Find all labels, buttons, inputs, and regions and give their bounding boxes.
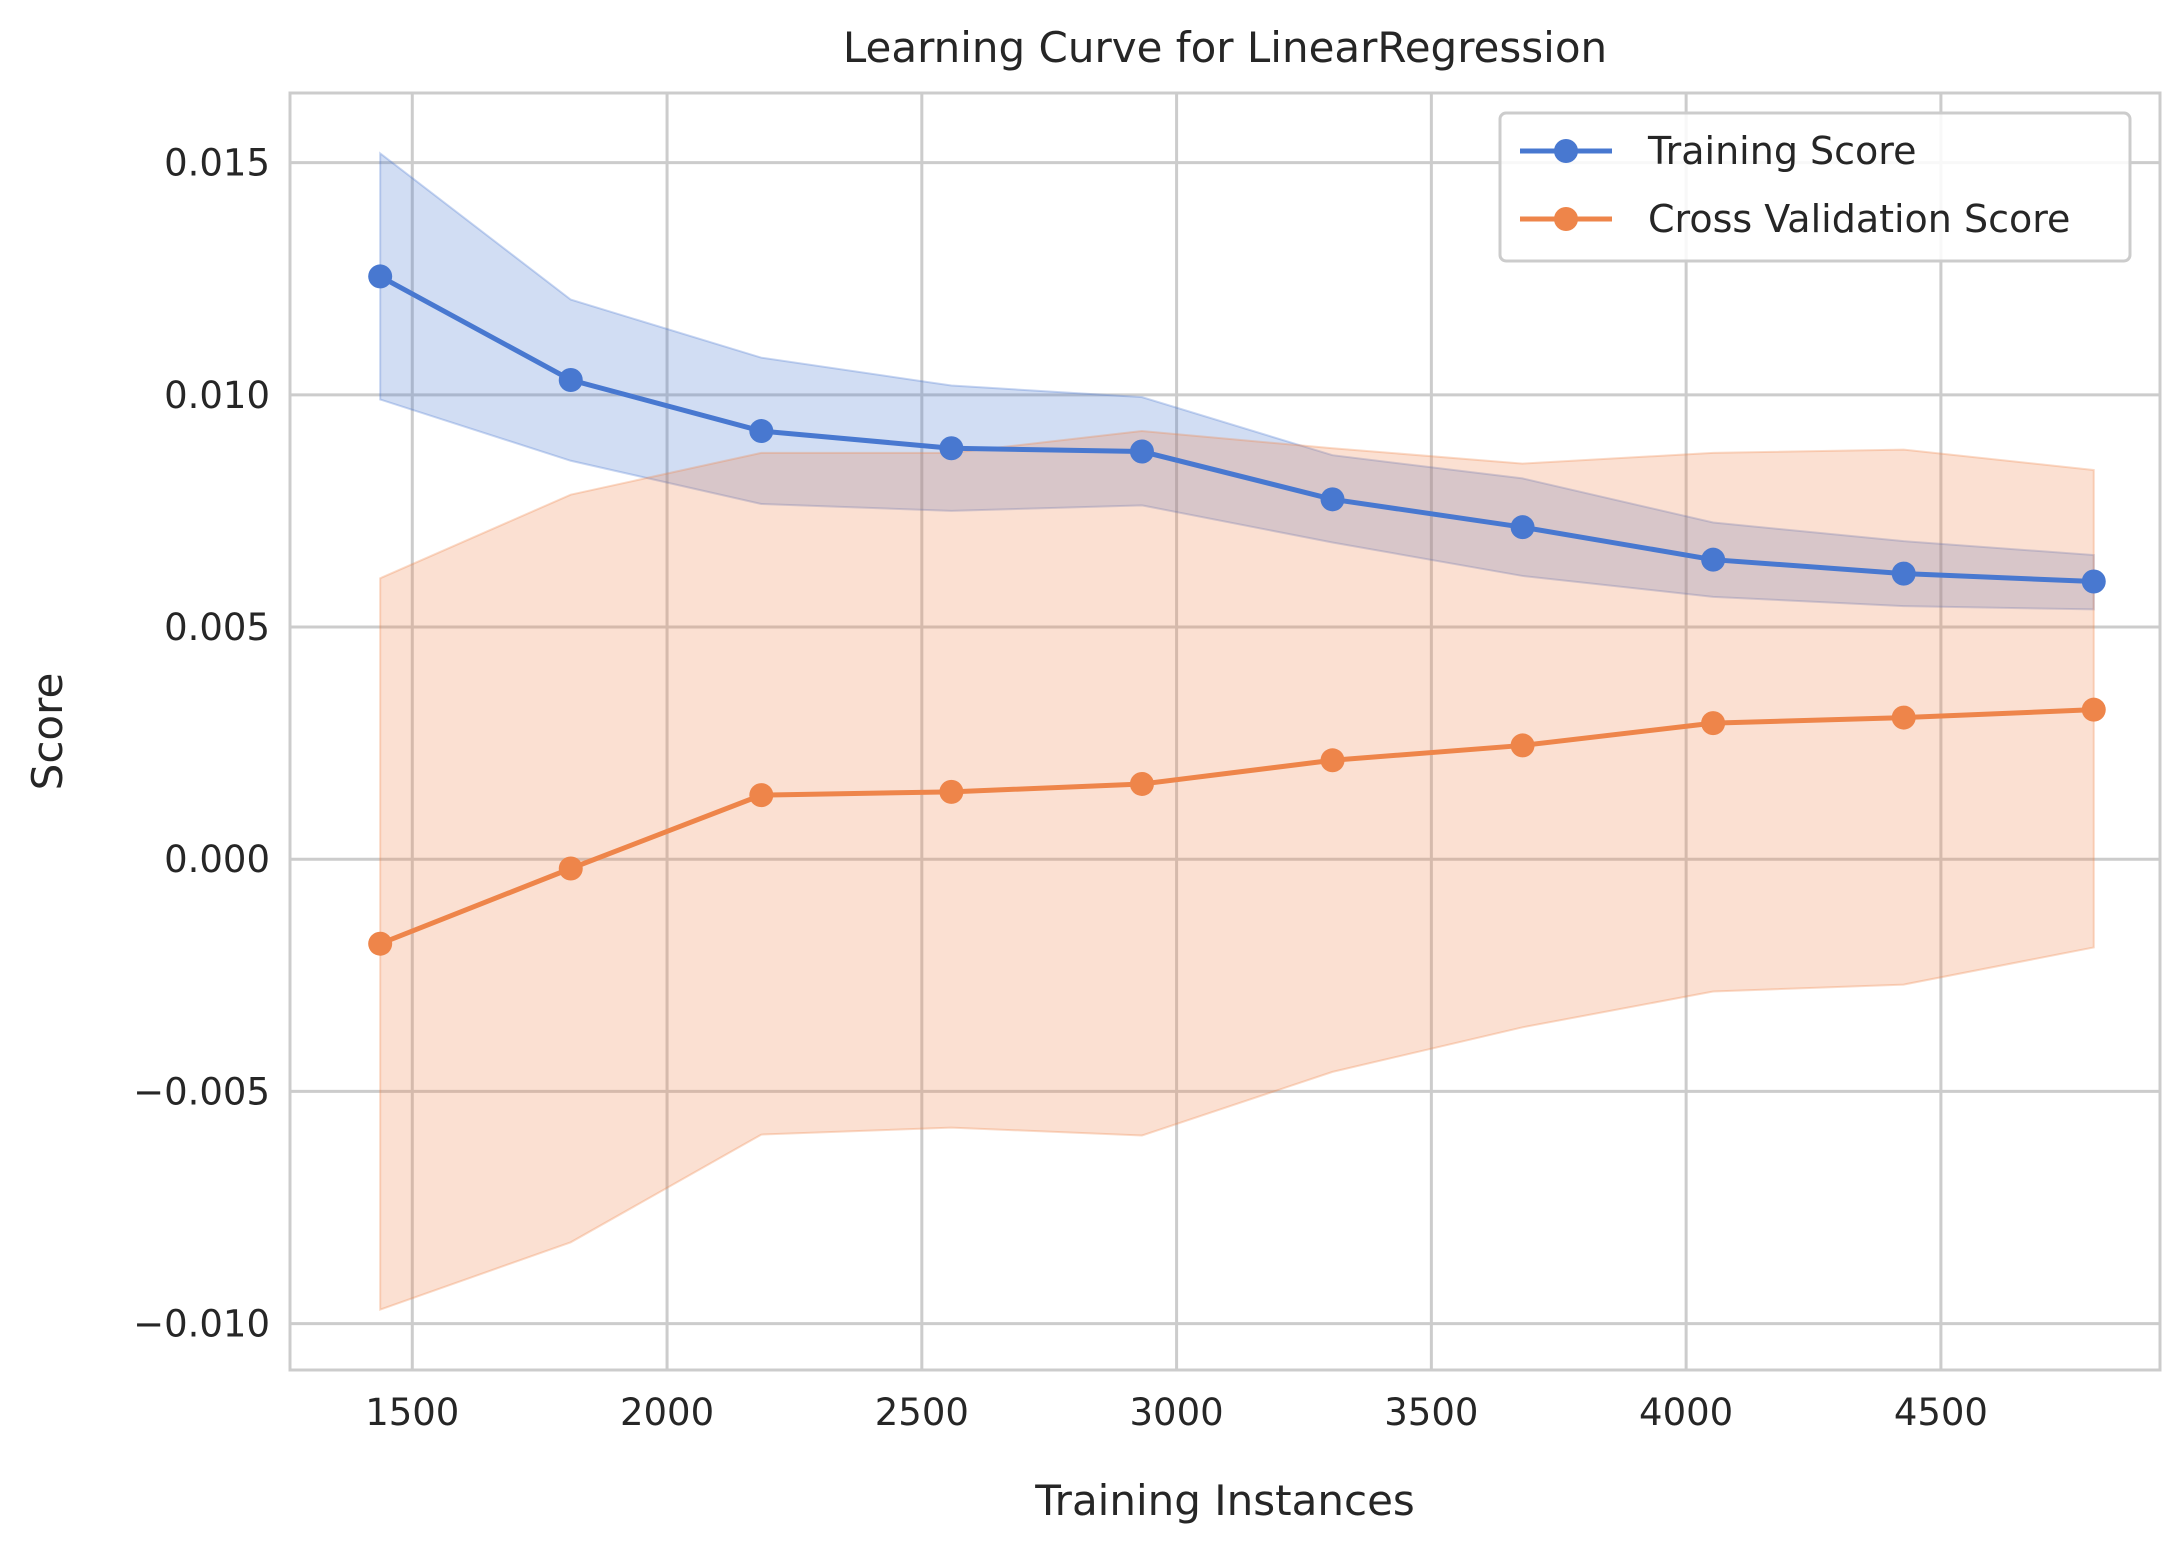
legend-box <box>1498 111 2132 263</box>
legend: Training Score Cross Validation Score <box>1498 111 2132 263</box>
data-point-1 <box>368 931 393 956</box>
data-point-1 <box>1510 733 1535 758</box>
y-axis-label: Score <box>23 673 72 791</box>
x-tick-label: 4000 <box>1639 1391 1733 1434</box>
data-point-0 <box>558 367 583 392</box>
data-point-1 <box>1701 711 1726 736</box>
confidence-band-0 <box>379 151 2095 611</box>
series-points <box>368 264 2106 956</box>
data-point-1 <box>1129 771 1154 796</box>
data-point-1 <box>558 856 583 881</box>
x-tick-label: 3500 <box>1384 1391 1478 1434</box>
plot-frame <box>288 91 2162 1372</box>
y-tick-label: 0.015 <box>164 142 270 185</box>
legend-marker <box>1554 139 1578 163</box>
grid <box>290 93 2160 1370</box>
x-tick-label: 2000 <box>620 1391 714 1434</box>
y-tick-label: −0.010 <box>133 1303 270 1346</box>
confidence-bands <box>379 151 2095 1312</box>
data-point-1 <box>1320 748 1345 773</box>
data-point-0 <box>368 264 393 289</box>
y-tick-label: 0.005 <box>164 606 270 649</box>
y-tick-label: 0.010 <box>164 374 270 417</box>
x-tick-labels: 1500 2000 2500 3000 3500 4000 4500 <box>365 1391 1988 1434</box>
y-tick-labels: −0.010 −0.005 0.000 0.005 0.010 0.015 <box>133 142 270 1346</box>
data-point-1 <box>2081 697 2106 722</box>
legend-label: Cross Validation Score <box>1648 197 2070 241</box>
legend-label: Training Score <box>1647 129 1916 173</box>
y-tick-label: 0.000 <box>164 838 270 881</box>
chart-title: Learning Curve for LinearRegression <box>843 23 1607 72</box>
data-point-0 <box>1320 487 1345 512</box>
data-point-0 <box>1129 439 1154 464</box>
data-point-0 <box>1510 515 1535 540</box>
data-point-1 <box>939 779 964 804</box>
x-tick-label: 4500 <box>1894 1391 1988 1434</box>
data-point-0 <box>1891 561 1916 586</box>
confidence-band-1 <box>379 430 2095 1312</box>
data-point-1 <box>1891 705 1916 730</box>
series-line-1 <box>379 707 2094 947</box>
y-tick-label: −0.005 <box>133 1070 270 1113</box>
series-lines <box>378 274 2094 947</box>
data-point-0 <box>749 419 774 444</box>
x-tick-label: 3000 <box>1130 1391 1224 1434</box>
x-axis-label: Training Instances <box>1034 1476 1415 1525</box>
data-point-1 <box>749 783 774 808</box>
x-tick-label: 2500 <box>875 1391 969 1434</box>
series-line-0 <box>378 274 2094 585</box>
data-point-0 <box>1701 547 1726 572</box>
x-tick-label: 1500 <box>365 1391 459 1434</box>
data-point-0 <box>2081 569 2106 594</box>
data-point-0 <box>939 436 964 461</box>
legend-marker <box>1554 207 1578 231</box>
